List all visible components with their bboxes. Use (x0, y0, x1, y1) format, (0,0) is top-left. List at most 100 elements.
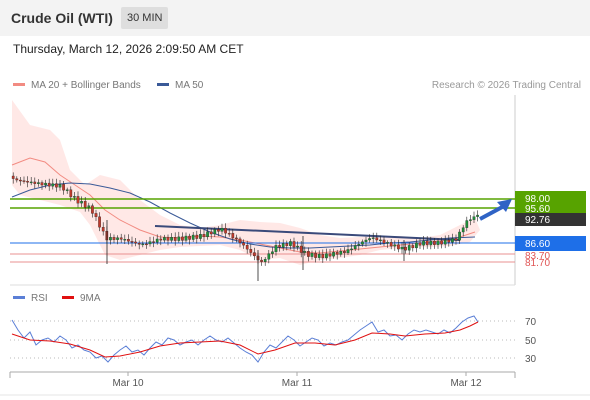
candle-body (303, 251, 307, 253)
ma20-swatch (13, 82, 25, 86)
candle-body (429, 240, 433, 246)
candle-body (307, 251, 310, 257)
candle-body (382, 239, 386, 244)
candle-body (343, 251, 346, 254)
candle-body (173, 237, 177, 241)
ma50-swatch (157, 82, 169, 86)
candle-body (422, 240, 425, 246)
candle-body (335, 252, 339, 255)
candle-body (368, 238, 371, 241)
candle-body (159, 238, 163, 241)
projection-arrow-shaft (479, 203, 507, 221)
candle-body (425, 240, 429, 246)
candle-body (73, 196, 76, 198)
ma9-swatch (62, 295, 74, 299)
candle-body (163, 237, 166, 241)
candle-body (65, 189, 69, 191)
candle-body (458, 231, 461, 241)
candle-body (231, 233, 235, 239)
label-95-60: 95.60 (525, 204, 550, 215)
candle-body (87, 205, 91, 208)
x-label-mar11: Mar 11 (282, 378, 313, 389)
candle-body (127, 239, 130, 242)
candle-body (123, 239, 127, 241)
candle-body (271, 251, 274, 254)
ma20-label: MA 20 + Bollinger Bands (31, 80, 141, 91)
timestamp: Thursday, March 12, 2026 2:09:50 AM CET (13, 42, 244, 56)
candle-body (155, 238, 159, 243)
candle-body (379, 239, 382, 242)
candle-body (191, 234, 195, 240)
candle-body (332, 252, 335, 257)
candle-body (386, 242, 389, 244)
candle-body (195, 234, 199, 239)
candle-body (177, 236, 181, 241)
candle-body (202, 234, 206, 238)
candle-body (346, 249, 350, 254)
candle-body (317, 254, 321, 258)
rsi-swatch (13, 295, 25, 299)
candle-body (440, 240, 443, 245)
candle-body (51, 183, 55, 187)
candle-body (170, 237, 173, 241)
candle-body (15, 178, 19, 181)
candle-body (361, 241, 364, 245)
candle-body (145, 243, 148, 246)
label-86-60: 86.60 (525, 239, 550, 250)
candle-body (47, 182, 51, 187)
candle-body (339, 251, 343, 255)
candle-body (263, 259, 267, 262)
candle-body (11, 175, 15, 179)
candle-body (397, 244, 400, 250)
label-98-box (515, 191, 586, 205)
candle-body (137, 242, 141, 245)
candle-body (245, 245, 249, 250)
candle-body (447, 239, 451, 243)
candle-body (454, 238, 458, 241)
rsi-line (11, 315, 479, 363)
candle-body (328, 253, 332, 257)
candle-body (436, 240, 440, 245)
candle-body (80, 201, 83, 204)
label-95-60-box (515, 204, 586, 214)
candle-body (40, 182, 44, 186)
candle-body (411, 245, 415, 249)
candle-body (274, 245, 278, 252)
candle-body (224, 227, 227, 234)
candle-body (472, 216, 476, 220)
candle-body (148, 241, 152, 245)
candle-body (116, 237, 119, 240)
ma50-label: MA 50 (175, 80, 204, 91)
candle-body (299, 245, 303, 253)
bollinger-band-fill (12, 100, 480, 265)
candle-body (469, 219, 472, 221)
candle-body (166, 237, 170, 241)
candle-body (184, 235, 188, 241)
candle-body (350, 248, 353, 251)
candle-body (451, 238, 454, 243)
candle-body (19, 179, 22, 182)
candle-body (371, 237, 375, 239)
rsi-label: RSI (31, 293, 48, 304)
rsi-level-30: 30 (525, 354, 537, 365)
candle-body (109, 237, 112, 241)
candle-body (152, 241, 155, 243)
candle-body (181, 236, 184, 241)
candle-body (33, 181, 37, 184)
candle-body (26, 180, 29, 183)
label-81-70: 81.70 (525, 258, 550, 269)
candle-body (253, 252, 256, 257)
candle-body (249, 249, 253, 253)
candle-body (217, 229, 220, 232)
candle-body (62, 184, 65, 191)
label-92-76: 92.76 (525, 215, 550, 226)
legend-ma20: MA 20 + Bollinger Bands (13, 80, 141, 91)
candle-body (292, 241, 296, 248)
candle-body (235, 237, 238, 240)
candle-body (83, 201, 87, 208)
candle-body (400, 246, 404, 250)
timeframe-badge[interactable]: 30 MIN (121, 7, 169, 29)
candle-body (357, 244, 361, 246)
candle-body (260, 259, 263, 262)
